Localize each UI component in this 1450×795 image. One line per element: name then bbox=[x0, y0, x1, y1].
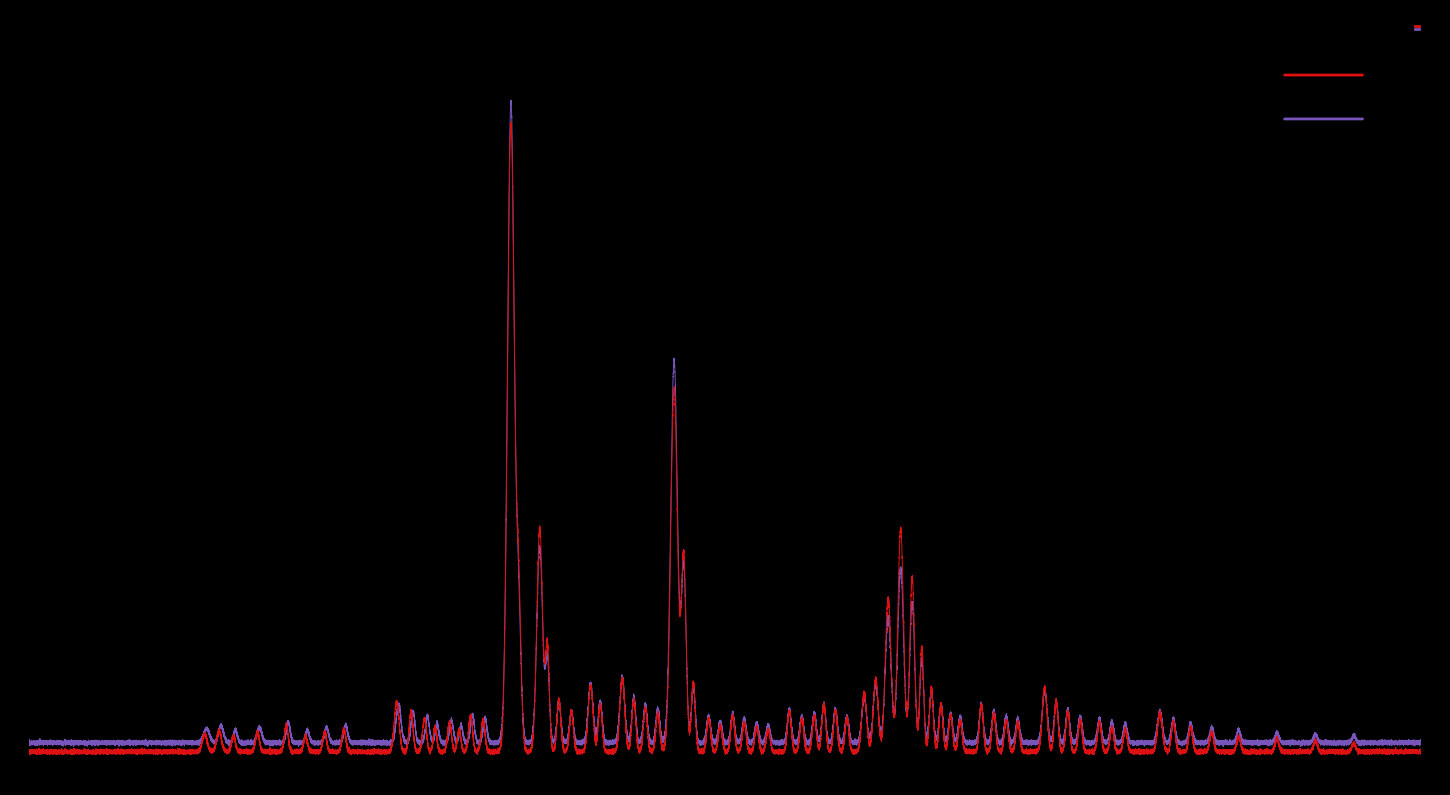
Legend: , : , bbox=[1414, 25, 1421, 31]
